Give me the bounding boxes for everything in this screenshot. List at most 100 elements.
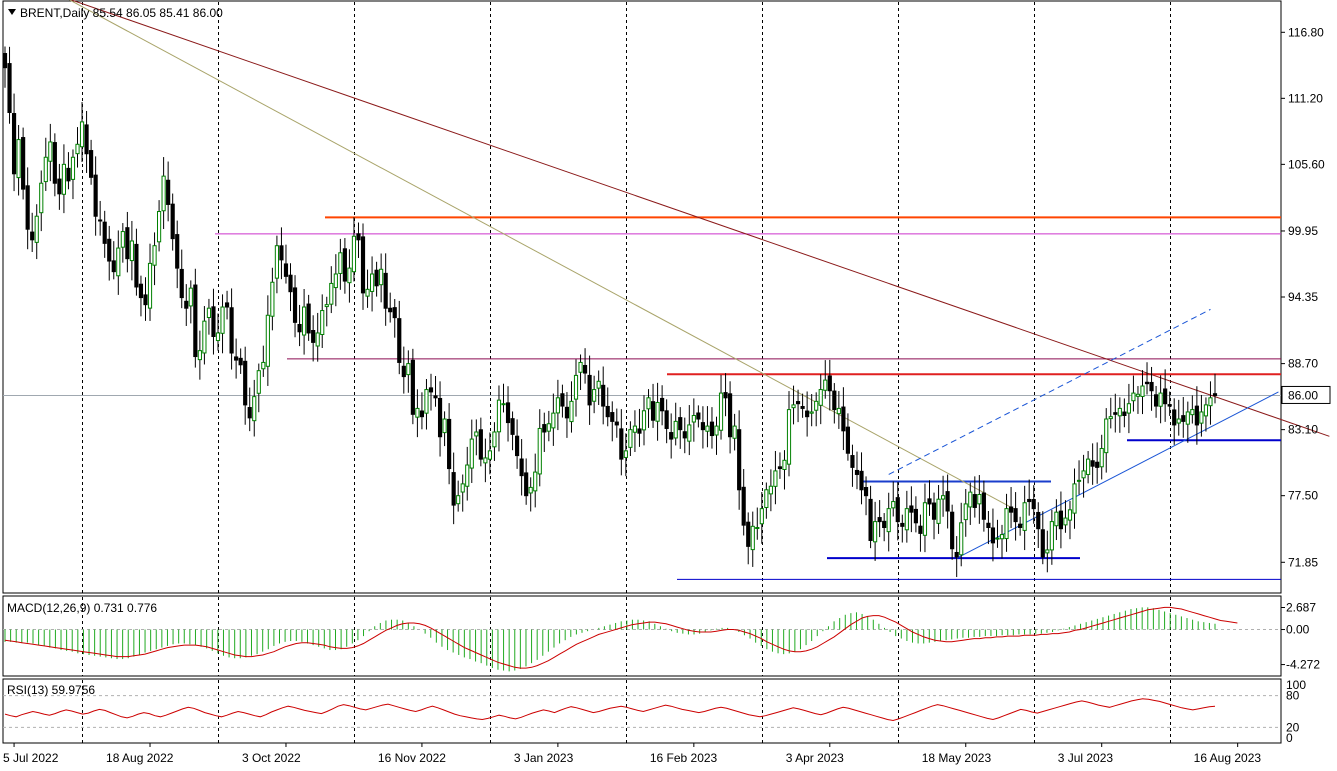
price-tick-label: 105.60: [1288, 157, 1325, 171]
candle: [1081, 470, 1086, 479]
main-grid: [82, 2, 1171, 593]
channel-line[interactable]: [956, 391, 1279, 559]
candle: [814, 400, 819, 411]
candle: [737, 429, 742, 491]
macd-tick-label: 2.687: [1286, 600, 1316, 614]
candle: [397, 318, 402, 363]
candle: [202, 320, 207, 354]
candle: [696, 412, 701, 420]
candle: [750, 525, 755, 551]
candle: [138, 283, 144, 299]
candle: [66, 167, 71, 182]
candle: [1018, 523, 1023, 529]
candle: [827, 375, 832, 392]
candle: [1072, 483, 1077, 514]
candle: [129, 240, 134, 262]
candle: [1167, 404, 1172, 407]
candle: [873, 521, 878, 543]
candle: [166, 179, 171, 205]
candle: [193, 284, 198, 358]
candle: [238, 357, 243, 366]
macd-histogram: [4, 607, 1216, 672]
channel-line[interactable]: [888, 308, 1211, 475]
candle: [16, 139, 21, 179]
candle: [845, 426, 851, 454]
candle: [596, 380, 601, 389]
candle: [61, 163, 67, 195]
candle: [515, 435, 520, 457]
candle: [43, 156, 48, 183]
candle: [755, 527, 760, 530]
candle: [995, 537, 1000, 540]
candle: [179, 268, 184, 299]
candle: [868, 498, 873, 541]
candle: [120, 231, 125, 248]
candle: [465, 464, 470, 487]
candle: [900, 522, 905, 527]
rsi-tick-label: 0: [1286, 731, 1293, 745]
candle: [705, 425, 710, 432]
candle: [542, 424, 547, 433]
candle: [261, 361, 266, 370]
candle: [274, 245, 279, 279]
candle: [687, 424, 692, 442]
candle: [505, 402, 511, 424]
price-tick-label: 88.70: [1288, 357, 1318, 371]
candle: [578, 361, 583, 373]
candle: [1113, 412, 1118, 415]
candle: [116, 247, 121, 277]
candle: [152, 245, 157, 266]
candle: [931, 502, 937, 520]
candle: [1013, 508, 1018, 523]
candle: [528, 486, 533, 494]
candle: [795, 401, 801, 405]
candle: [1054, 511, 1059, 527]
candle: [460, 483, 465, 493]
candle: [1158, 392, 1163, 407]
candle: [791, 404, 796, 409]
candle: [1149, 381, 1154, 392]
candle: [1040, 529, 1045, 558]
candle: [1076, 479, 1082, 482]
candle: [424, 389, 429, 414]
candle: [39, 182, 44, 214]
candle: [279, 245, 284, 261]
macd-pane[interactable]: 2.687 0.00 -4.272 MACD(12,26,9) 0.731 0.77…: [2, 595, 1320, 677]
rsi-tick-label: 80: [1286, 689, 1300, 703]
candle: [1208, 397, 1213, 407]
candle: [188, 287, 193, 307]
candle: [886, 508, 891, 533]
price-pane[interactable]: 116.80 111.20 105.60 99.95 94.35 88.70 83.10 77…: [2, 0, 1331, 594]
candle: [850, 455, 855, 468]
candle: [777, 466, 783, 470]
price-tick-label: 111.20: [1288, 91, 1323, 105]
candle: [678, 417, 683, 431]
candle: [447, 418, 452, 470]
date-label: 16 Feb 2023: [650, 751, 718, 765]
candle: [895, 497, 900, 523]
rsi-line: [4, 698, 1216, 722]
candle: [1212, 393, 1218, 396]
trend-line[interactable]: [5, 0, 1330, 437]
collapse-triangle-icon[interactable]: [8, 9, 16, 15]
candle: [601, 384, 606, 407]
candle: [456, 495, 461, 505]
candle: [682, 431, 687, 439]
candle: [569, 400, 574, 423]
candle: [1099, 448, 1104, 468]
candle: [641, 410, 647, 431]
candle: [302, 306, 307, 336]
candle: [496, 399, 502, 433]
candle: [637, 428, 642, 434]
candle: [533, 471, 538, 492]
macd-signal-line: [4, 606, 1238, 669]
candle: [669, 432, 674, 440]
candle: [379, 268, 384, 286]
price-tick-label: 77.50: [1288, 489, 1318, 503]
candle: [419, 410, 425, 418]
price-tick-label: 83.10: [1288, 423, 1318, 437]
candle: [84, 124, 89, 155]
